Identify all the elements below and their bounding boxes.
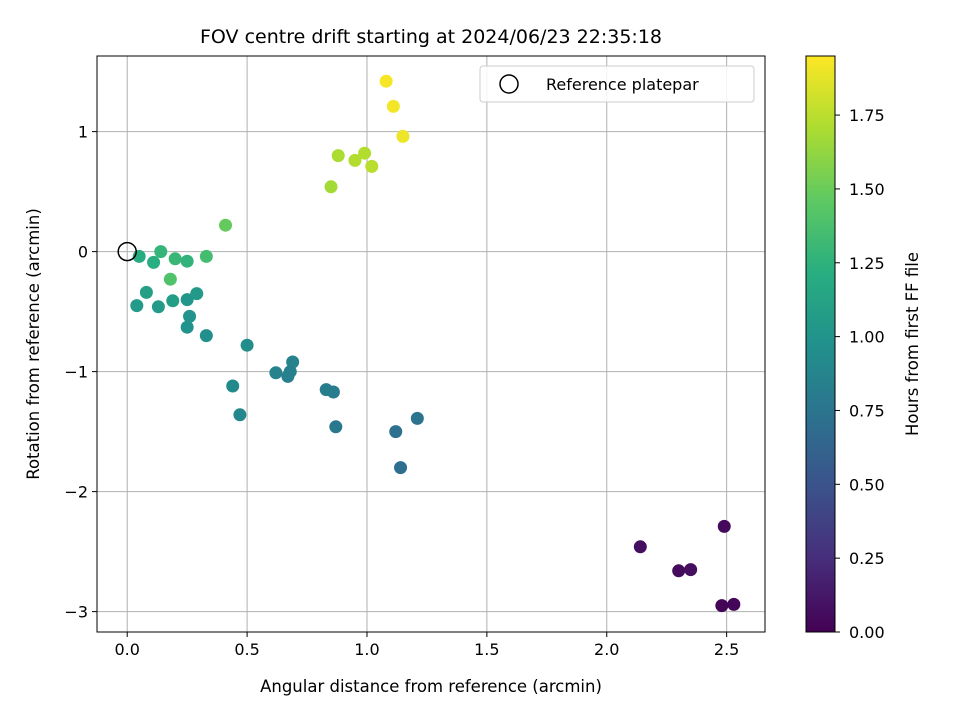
colorbar-gradient <box>805 55 836 633</box>
y-axis-label: Rotation from reference (arcmin) <box>24 208 43 480</box>
colorbar-label: Hours from first FF file <box>903 252 922 436</box>
data-point <box>139 285 153 299</box>
data-point <box>365 159 379 173</box>
data-point <box>717 519 731 533</box>
colorbar-tick-label: 1.00 <box>849 328 885 347</box>
data-point <box>180 293 194 307</box>
legend-label: Reference platepar <box>546 75 699 94</box>
data-point <box>147 255 161 269</box>
colorbar-tick-label: 0.50 <box>849 475 885 494</box>
data-point <box>151 300 165 314</box>
colorbar-tick-label: 1.25 <box>849 254 885 273</box>
data-point <box>348 153 362 167</box>
y-tick-label: −1 <box>64 363 88 382</box>
data-point <box>379 74 393 88</box>
data-point <box>684 563 698 577</box>
data-point <box>410 411 424 425</box>
reference-marker <box>117 241 137 262</box>
plot-frame <box>96 55 766 633</box>
grid <box>97 56 765 632</box>
data-point <box>163 272 177 286</box>
colorbar-tick-label: 0.00 <box>849 623 885 642</box>
data-point <box>386 99 400 113</box>
data-point <box>154 245 168 259</box>
colorbar-ticks: 0.00 0.25 0.50 0.75 1.00 1.25 1.50 1.75 <box>835 106 885 642</box>
x-tick-label: 1.0 <box>354 640 379 659</box>
data-point <box>319 383 333 397</box>
data-point <box>240 338 254 352</box>
data-point <box>324 180 338 194</box>
data-point <box>199 329 213 343</box>
y-tick-label: −3 <box>64 603 88 622</box>
y-tick-label: 1 <box>78 123 88 142</box>
data-point <box>190 287 204 301</box>
legend: Reference platepar <box>479 65 755 103</box>
data-point <box>727 597 741 611</box>
x-tick-label: 2.0 <box>594 640 619 659</box>
colorbar-tick-label: 0.75 <box>849 401 885 420</box>
data-point <box>389 425 403 439</box>
data-point <box>394 461 408 475</box>
data-point <box>183 309 197 323</box>
chart-title: FOV centre drift starting at 2024/06/23 … <box>200 26 662 48</box>
x-tick-label: 2.5 <box>714 640 739 659</box>
x-axis-label: Angular distance from reference (arcmin) <box>260 677 602 696</box>
data-point <box>219 218 233 232</box>
y-tick-label: −2 <box>64 483 88 502</box>
data-point <box>166 294 180 308</box>
x-tick-label: 0.0 <box>114 640 139 659</box>
data-point <box>672 564 686 578</box>
data-point <box>633 540 647 554</box>
legend-box <box>479 65 755 103</box>
x-tick-label: 1.5 <box>474 640 499 659</box>
colorbar-tick-label: 1.75 <box>849 106 885 125</box>
data-point <box>396 129 410 143</box>
data-point <box>331 149 345 163</box>
data-point <box>226 379 240 393</box>
data-point <box>329 420 343 434</box>
data-points <box>130 74 741 613</box>
data-point <box>358 146 372 160</box>
data-point <box>715 599 729 613</box>
x-tick-label: 0.5 <box>234 640 259 659</box>
data-point <box>199 249 213 263</box>
data-point <box>130 299 144 313</box>
data-point <box>233 408 247 422</box>
colorbar-tick-label: 1.50 <box>849 180 885 199</box>
axis-ticks: 0.0 0.5 1.0 1.5 2.0 2.5 −3 −2 −1 0 1 <box>64 123 739 659</box>
data-point <box>168 252 182 266</box>
legend-marker <box>499 74 519 94</box>
colorbar-tick-label: 0.25 <box>849 549 885 568</box>
data-point <box>269 366 283 380</box>
data-point <box>180 320 194 334</box>
colorbar: 0.00 0.25 0.50 0.75 1.00 1.25 1.50 1.75 Hours f… <box>805 55 922 642</box>
data-point <box>281 369 295 383</box>
data-point <box>180 254 194 268</box>
y-tick-label: 0 <box>78 243 88 262</box>
